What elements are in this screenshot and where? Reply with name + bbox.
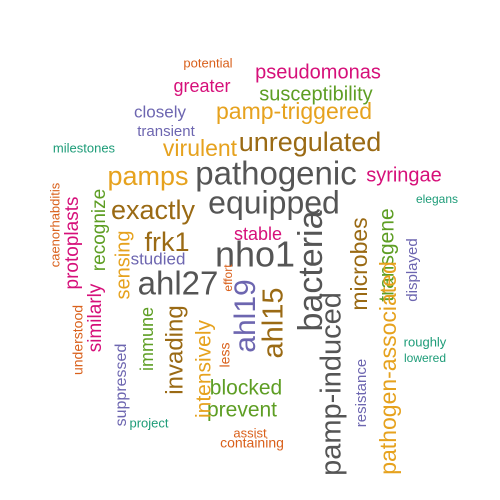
word-frk1: frk1 bbox=[144, 227, 189, 257]
word-protoplasts: protoplasts bbox=[62, 197, 83, 290]
word-displayed: displayed bbox=[404, 238, 421, 301]
word-exactly: exactly bbox=[111, 195, 196, 225]
word-recognize: recognize bbox=[89, 189, 110, 271]
word-potential: potential bbox=[183, 55, 232, 70]
word-virulent: virulent bbox=[163, 135, 238, 161]
word-greater: greater bbox=[173, 76, 230, 96]
word-bacteria: bacteria bbox=[292, 210, 330, 331]
word-blocked: blocked bbox=[210, 377, 282, 400]
word-caenorhabditis: caenorhabditis bbox=[47, 182, 62, 267]
word-roughly: roughly bbox=[404, 334, 447, 349]
word-pseudomonas: pseudomonas bbox=[255, 61, 381, 83]
word-assist: assist bbox=[233, 425, 267, 440]
word-transgene: transgene bbox=[376, 208, 399, 301]
word-pamp-induced: pamp-induced bbox=[316, 292, 348, 476]
word-pathogen-associated: pathogen-associated bbox=[375, 261, 401, 475]
word-less: less bbox=[217, 343, 233, 368]
word-ahl15: ahl15 bbox=[258, 288, 290, 359]
word-lowered: lowered bbox=[404, 351, 446, 365]
word-stable: stable bbox=[234, 224, 282, 244]
word-prevent: prevent bbox=[207, 399, 277, 422]
word-similarly: similarly bbox=[85, 283, 106, 352]
word-ahl27: ahl27 bbox=[138, 265, 219, 302]
word-sensing: sensing bbox=[112, 231, 134, 300]
word-studied: studied bbox=[131, 249, 186, 268]
word-nho1: nho1 bbox=[215, 234, 295, 275]
word-closely: closely bbox=[134, 102, 186, 121]
word-project: project bbox=[129, 415, 168, 430]
word-immune: immune bbox=[137, 307, 157, 371]
word-milestones: milestones bbox=[53, 140, 116, 155]
word-invading: invading bbox=[161, 305, 188, 394]
word-microbes: microbes bbox=[346, 217, 372, 310]
word-cloud-words: potential pseudomonas greater susceptibilit… bbox=[47, 55, 458, 475]
word-pamps: pamps bbox=[107, 161, 188, 191]
word-resistance: resistance bbox=[353, 359, 370, 427]
word-effort: effort bbox=[221, 264, 235, 292]
word-containing: containing bbox=[220, 435, 284, 451]
word-suppressed: suppressed bbox=[113, 344, 130, 427]
word-understood: understood bbox=[70, 305, 86, 375]
word-susceptibility: susceptibility bbox=[259, 83, 372, 105]
word-ahl19: ahl19 bbox=[229, 279, 262, 352]
word-intensively: intensively bbox=[193, 319, 216, 418]
word-elegans: elegans bbox=[416, 192, 458, 206]
word-equipped: equipped bbox=[208, 184, 340, 220]
word-pathogenic: pathogenic bbox=[195, 155, 356, 192]
word-syringae: syringae bbox=[366, 164, 442, 186]
word-transient: transient bbox=[137, 123, 195, 140]
word-unregulated: unregulated bbox=[239, 127, 382, 157]
word-pamp-triggered: pamp-triggered bbox=[216, 98, 372, 124]
